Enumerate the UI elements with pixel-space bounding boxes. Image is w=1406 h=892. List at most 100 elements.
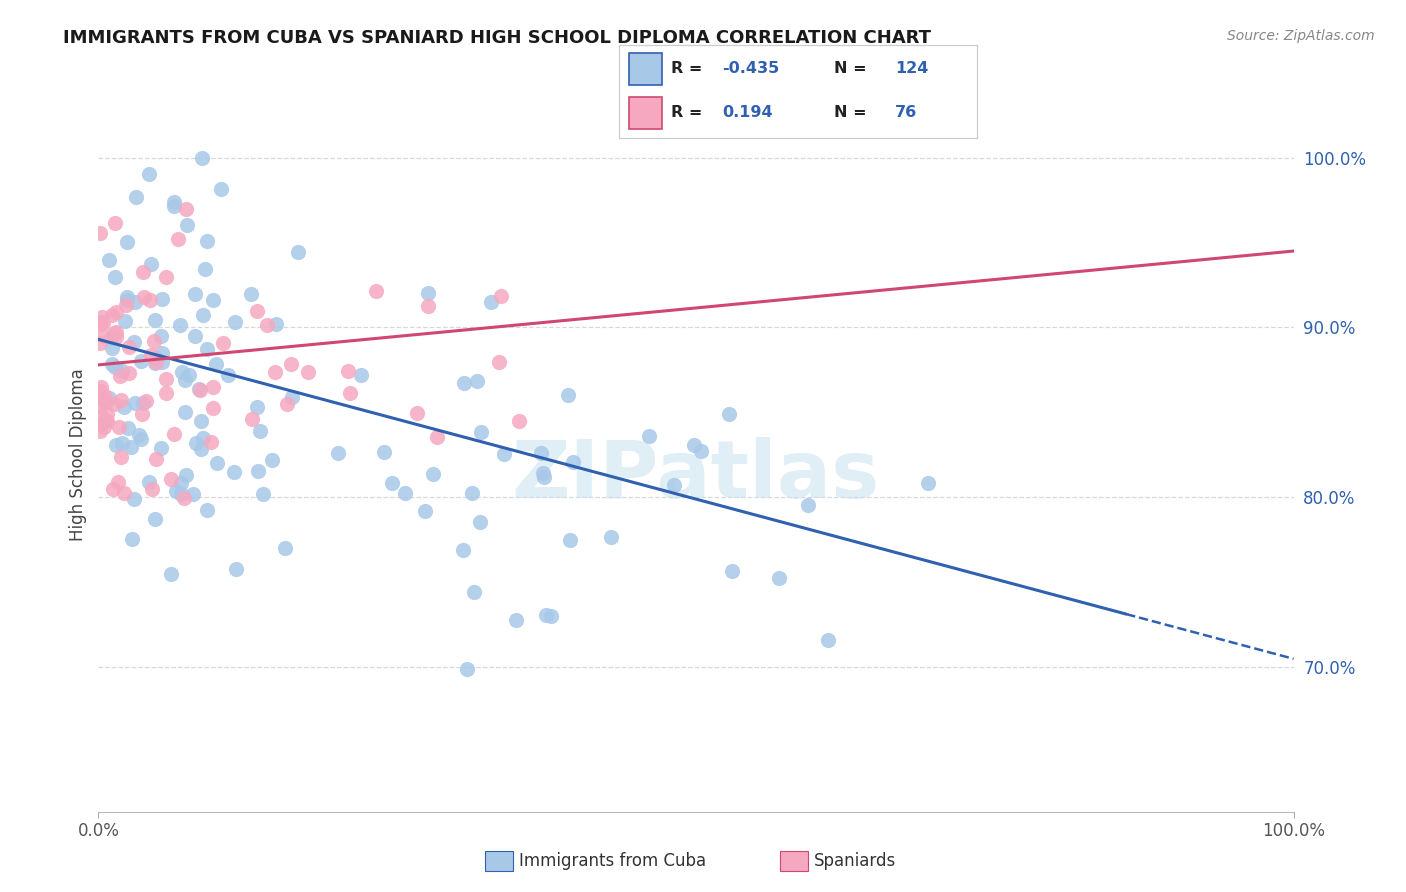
Point bbox=[373, 444, 395, 458]
Point bbox=[533, 470, 555, 484]
Point bbox=[174, 373, 197, 387]
Point bbox=[118, 340, 141, 354]
Point bbox=[124, 295, 146, 310]
Point bbox=[89, 424, 111, 438]
Point bbox=[262, 453, 284, 467]
Point bbox=[112, 486, 135, 500]
Point bbox=[190, 414, 212, 428]
Point bbox=[115, 235, 138, 250]
Point bbox=[246, 400, 269, 414]
Point bbox=[115, 297, 138, 311]
Point bbox=[163, 199, 186, 213]
Point bbox=[145, 451, 167, 466]
Point bbox=[108, 420, 131, 434]
Point bbox=[160, 472, 183, 486]
Point bbox=[531, 466, 554, 480]
Point bbox=[195, 234, 218, 248]
Point bbox=[110, 368, 132, 383]
Point bbox=[103, 397, 125, 411]
Text: 76: 76 bbox=[894, 105, 917, 120]
Point bbox=[202, 380, 225, 394]
Point bbox=[104, 325, 127, 339]
Point bbox=[276, 397, 298, 411]
Point bbox=[184, 436, 207, 450]
Point bbox=[104, 269, 127, 284]
Point bbox=[96, 408, 118, 422]
Point bbox=[297, 365, 319, 379]
Point bbox=[718, 407, 741, 421]
Point bbox=[139, 293, 162, 308]
Point bbox=[143, 356, 166, 370]
Point bbox=[339, 385, 361, 400]
Point bbox=[114, 314, 136, 328]
Point bbox=[112, 400, 135, 414]
Point bbox=[132, 396, 155, 410]
Point bbox=[90, 409, 112, 424]
Point bbox=[413, 504, 436, 518]
Point bbox=[155, 372, 177, 386]
Point bbox=[104, 216, 127, 230]
Point bbox=[93, 415, 115, 429]
Point bbox=[505, 613, 527, 627]
Point bbox=[173, 491, 195, 505]
Point bbox=[176, 218, 198, 232]
Point bbox=[110, 393, 132, 408]
Y-axis label: High School Diploma: High School Diploma bbox=[69, 368, 87, 541]
Point bbox=[107, 475, 129, 489]
Point bbox=[149, 329, 172, 343]
Point bbox=[138, 168, 160, 182]
Point bbox=[540, 608, 562, 623]
Point bbox=[170, 476, 193, 491]
Text: -0.435: -0.435 bbox=[723, 62, 780, 77]
Point bbox=[141, 257, 163, 271]
Point bbox=[456, 662, 478, 676]
Point bbox=[145, 355, 167, 369]
Point bbox=[252, 487, 274, 501]
Point bbox=[536, 608, 558, 623]
Text: IMMIGRANTS FROM CUBA VS SPANIARD HIGH SCHOOL DIPLOMA CORRELATION CHART: IMMIGRANTS FROM CUBA VS SPANIARD HIGH SC… bbox=[63, 29, 931, 46]
Point bbox=[89, 400, 111, 414]
Point bbox=[768, 571, 790, 585]
Point bbox=[200, 434, 222, 449]
Bar bbox=[630, 53, 662, 85]
Point bbox=[280, 390, 302, 404]
Point bbox=[530, 446, 553, 460]
Point bbox=[463, 584, 485, 599]
Point bbox=[562, 455, 585, 469]
Point bbox=[89, 226, 111, 240]
Point bbox=[689, 443, 711, 458]
Point bbox=[326, 446, 349, 460]
Point bbox=[188, 384, 211, 398]
Point bbox=[96, 414, 118, 428]
Text: Spaniards: Spaniards bbox=[814, 852, 896, 870]
Text: Source: ZipAtlas.com: Source: ZipAtlas.com bbox=[1227, 29, 1375, 43]
Point bbox=[160, 566, 183, 581]
Point bbox=[101, 482, 124, 496]
Point bbox=[145, 351, 167, 365]
Point bbox=[638, 429, 661, 443]
Point bbox=[470, 515, 492, 529]
Point bbox=[89, 384, 111, 398]
Point bbox=[121, 532, 143, 546]
Point bbox=[93, 419, 115, 434]
Point bbox=[94, 394, 117, 409]
Text: 0.194: 0.194 bbox=[723, 105, 773, 120]
Point bbox=[188, 382, 211, 396]
Point bbox=[422, 467, 444, 482]
Point bbox=[141, 482, 163, 496]
Point bbox=[169, 318, 191, 333]
Point bbox=[90, 310, 112, 324]
Point bbox=[184, 287, 207, 301]
Point bbox=[100, 341, 122, 355]
Point bbox=[451, 543, 474, 558]
Point bbox=[134, 290, 156, 304]
Text: 124: 124 bbox=[894, 62, 928, 77]
Point bbox=[426, 429, 449, 443]
Point bbox=[111, 364, 134, 378]
Point bbox=[201, 401, 224, 416]
Point bbox=[131, 354, 153, 368]
Point bbox=[111, 435, 134, 450]
Point bbox=[273, 541, 295, 556]
Point bbox=[191, 431, 214, 445]
Point bbox=[406, 406, 429, 420]
